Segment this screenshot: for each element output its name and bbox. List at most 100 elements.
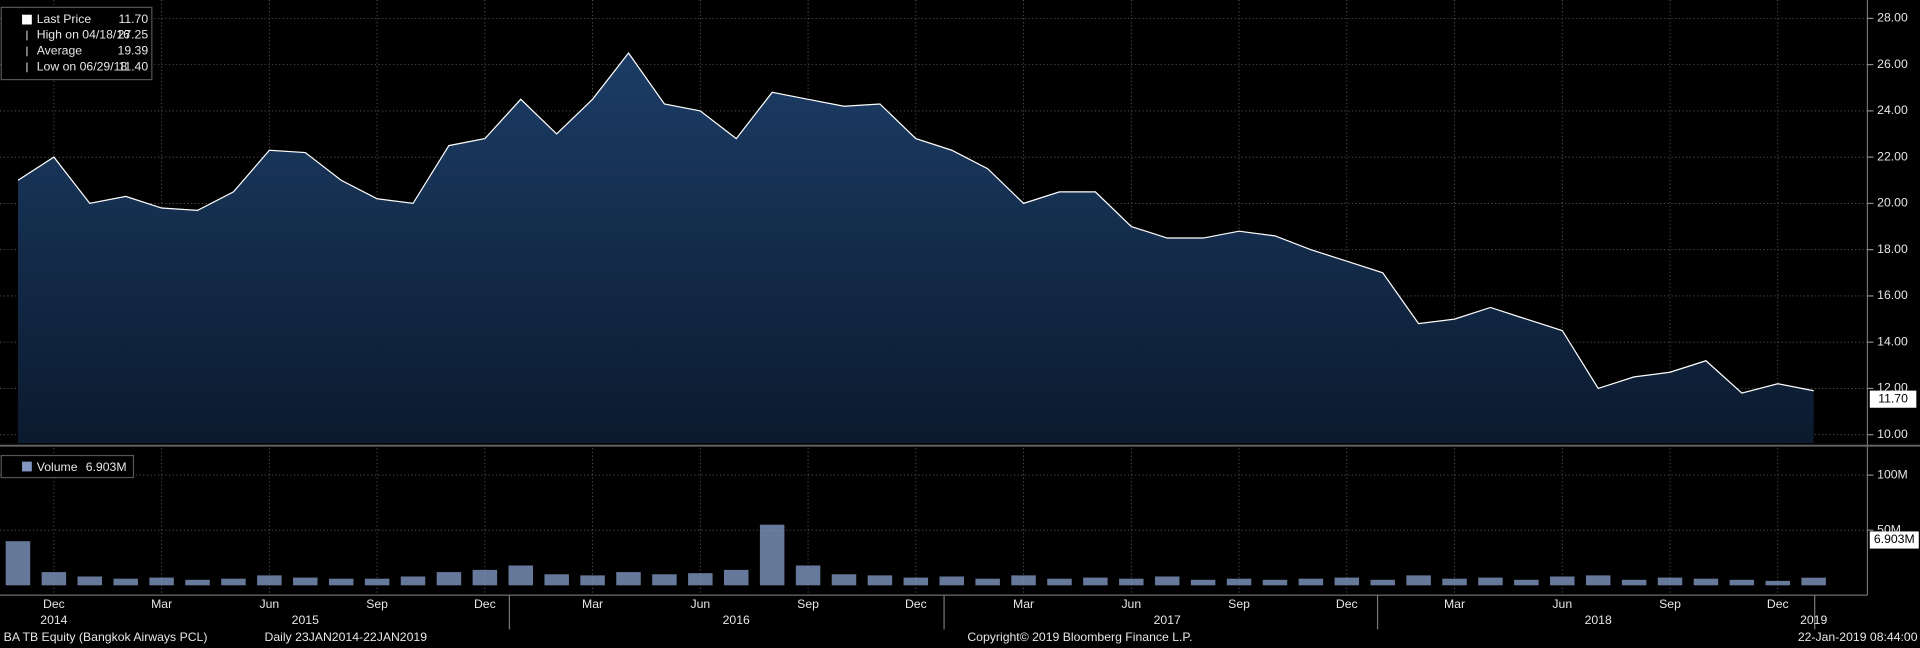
y-tick-label: 12.00: [1877, 381, 1908, 395]
x-tick-label: Dec: [1336, 597, 1358, 611]
y-tick-label: 14.00: [1877, 334, 1908, 348]
volume-bar: [1478, 577, 1503, 586]
y-tick-label: 24.00: [1877, 103, 1908, 117]
y-tick-label: 22.00: [1877, 149, 1908, 163]
x-tick-label: Sep: [797, 597, 819, 611]
legend-value: 11.40: [118, 60, 148, 74]
year-label: 2015: [292, 613, 319, 627]
volume-bar: [1298, 578, 1324, 586]
volume-bar: [149, 577, 174, 586]
legend-swatch: [22, 14, 32, 25]
volume-bar: [508, 565, 534, 586]
x-tick-label: Mar: [582, 597, 603, 611]
volume-bar: [1262, 579, 1288, 586]
volume-bar: [1729, 579, 1755, 586]
volume-legend-value: 6.903M: [86, 460, 127, 474]
volume-bar: [1765, 580, 1791, 586]
y-tick-label: 18.00: [1877, 242, 1908, 256]
legend-name: Low on 06/29/18: [37, 60, 128, 74]
volume-legend-box: [0, 454, 135, 479]
last-price-label: 11.70: [1878, 391, 1908, 405]
volume-bar: [1083, 577, 1108, 586]
volume-bar: [1190, 579, 1216, 586]
year-label: 2014: [40, 613, 67, 627]
volume-bar: [113, 578, 138, 586]
x-tick-label: Mar: [151, 597, 172, 611]
x-tick-label: Dec: [905, 597, 927, 611]
y-tick-label: 100M: [1877, 467, 1908, 481]
volume-bar: [544, 574, 569, 586]
volume-bar: [580, 575, 605, 586]
volume-bar: [293, 577, 318, 586]
volume-bar: [1621, 579, 1647, 586]
y-tick-label: 26.00: [1877, 57, 1908, 71]
x-tick-label: Jun: [1552, 597, 1572, 611]
volume-bar: [688, 573, 713, 586]
year-label: 2018: [1585, 613, 1612, 627]
x-tick-label: Jun: [259, 597, 279, 611]
x-tick-label: Jun: [1121, 597, 1141, 611]
volume-bar: [975, 578, 1000, 586]
volume-bar: [221, 578, 246, 586]
volume-bar: [328, 578, 354, 586]
x-tick-label: Dec: [43, 597, 65, 611]
volume-bar: [939, 576, 964, 586]
y-tick-label: 10.00: [1877, 427, 1908, 441]
year-label: 2017: [1154, 613, 1181, 627]
last-price-box: [1869, 390, 1917, 408]
volume-bar: [400, 576, 426, 586]
volume-legend-name: Volume: [37, 460, 78, 474]
footer-subtitle: Daily 23JAN2014-22JAN2019: [264, 630, 427, 644]
footer-title: BA TB Equity (Bangkok Airways PCL): [4, 630, 208, 644]
y-tick-label: 50M: [1877, 522, 1901, 536]
volume-bar: [1585, 575, 1611, 586]
x-tick-label: Sep: [366, 597, 388, 611]
volume-bar: [1047, 578, 1072, 586]
volume-bar: [1406, 575, 1431, 586]
volume-bar: [652, 574, 677, 586]
volume-bar: [795, 565, 821, 586]
volume-bar: [831, 574, 857, 586]
copyright: Copyright© 2019 Bloomberg Finance L.P.: [967, 630, 1192, 644]
x-tick-label: Sep: [1659, 597, 1681, 611]
plot: [0, 0, 1868, 596]
volume-bar: [1514, 579, 1539, 586]
volume-bar: [472, 569, 498, 586]
legend-name: Average: [37, 44, 83, 58]
year-label: 2019: [1800, 613, 1827, 627]
volume-bar: [1119, 578, 1144, 586]
y-tick-label: 16.00: [1877, 288, 1908, 302]
legend-name: High on 04/18/16: [37, 28, 130, 42]
volume-bar: [867, 575, 893, 586]
volume-bar: [257, 575, 282, 586]
volume-bar: [1370, 579, 1395, 586]
volume-bar: [1550, 576, 1575, 586]
volume-bar: [1334, 577, 1360, 586]
x-tick-label: Dec: [1767, 597, 1789, 611]
volume-bar: [724, 569, 749, 586]
timestamp: 22-Jan-2019 08:44:00: [1798, 630, 1918, 644]
volume-bar: [1226, 578, 1252, 586]
volume-bar: [1154, 576, 1180, 586]
x-tick-label: Jun: [690, 597, 710, 611]
volume-bar: [1693, 578, 1719, 586]
last-volume-label: 6.903M: [1874, 532, 1915, 546]
legend-value: 11.70: [118, 12, 148, 26]
y-tick-label: 28.00: [1877, 11, 1908, 25]
legend-value: 27.25: [118, 28, 149, 42]
price-area: [18, 53, 1814, 444]
x-tick-label: Mar: [1013, 597, 1034, 611]
x-tick-label: Sep: [1228, 597, 1250, 611]
x-tick-label: Mar: [1444, 597, 1465, 611]
volume-bar: [41, 572, 67, 586]
volume-bar: [1011, 575, 1036, 586]
volume-bar: [185, 579, 210, 586]
year-label: 2016: [723, 613, 750, 627]
y-tick-label: 20.00: [1877, 196, 1908, 210]
volume-legend-swatch: [22, 461, 32, 472]
volume-bar: [1442, 578, 1467, 586]
legend-name: Last Price: [37, 12, 92, 26]
volume-bar: [903, 577, 929, 586]
